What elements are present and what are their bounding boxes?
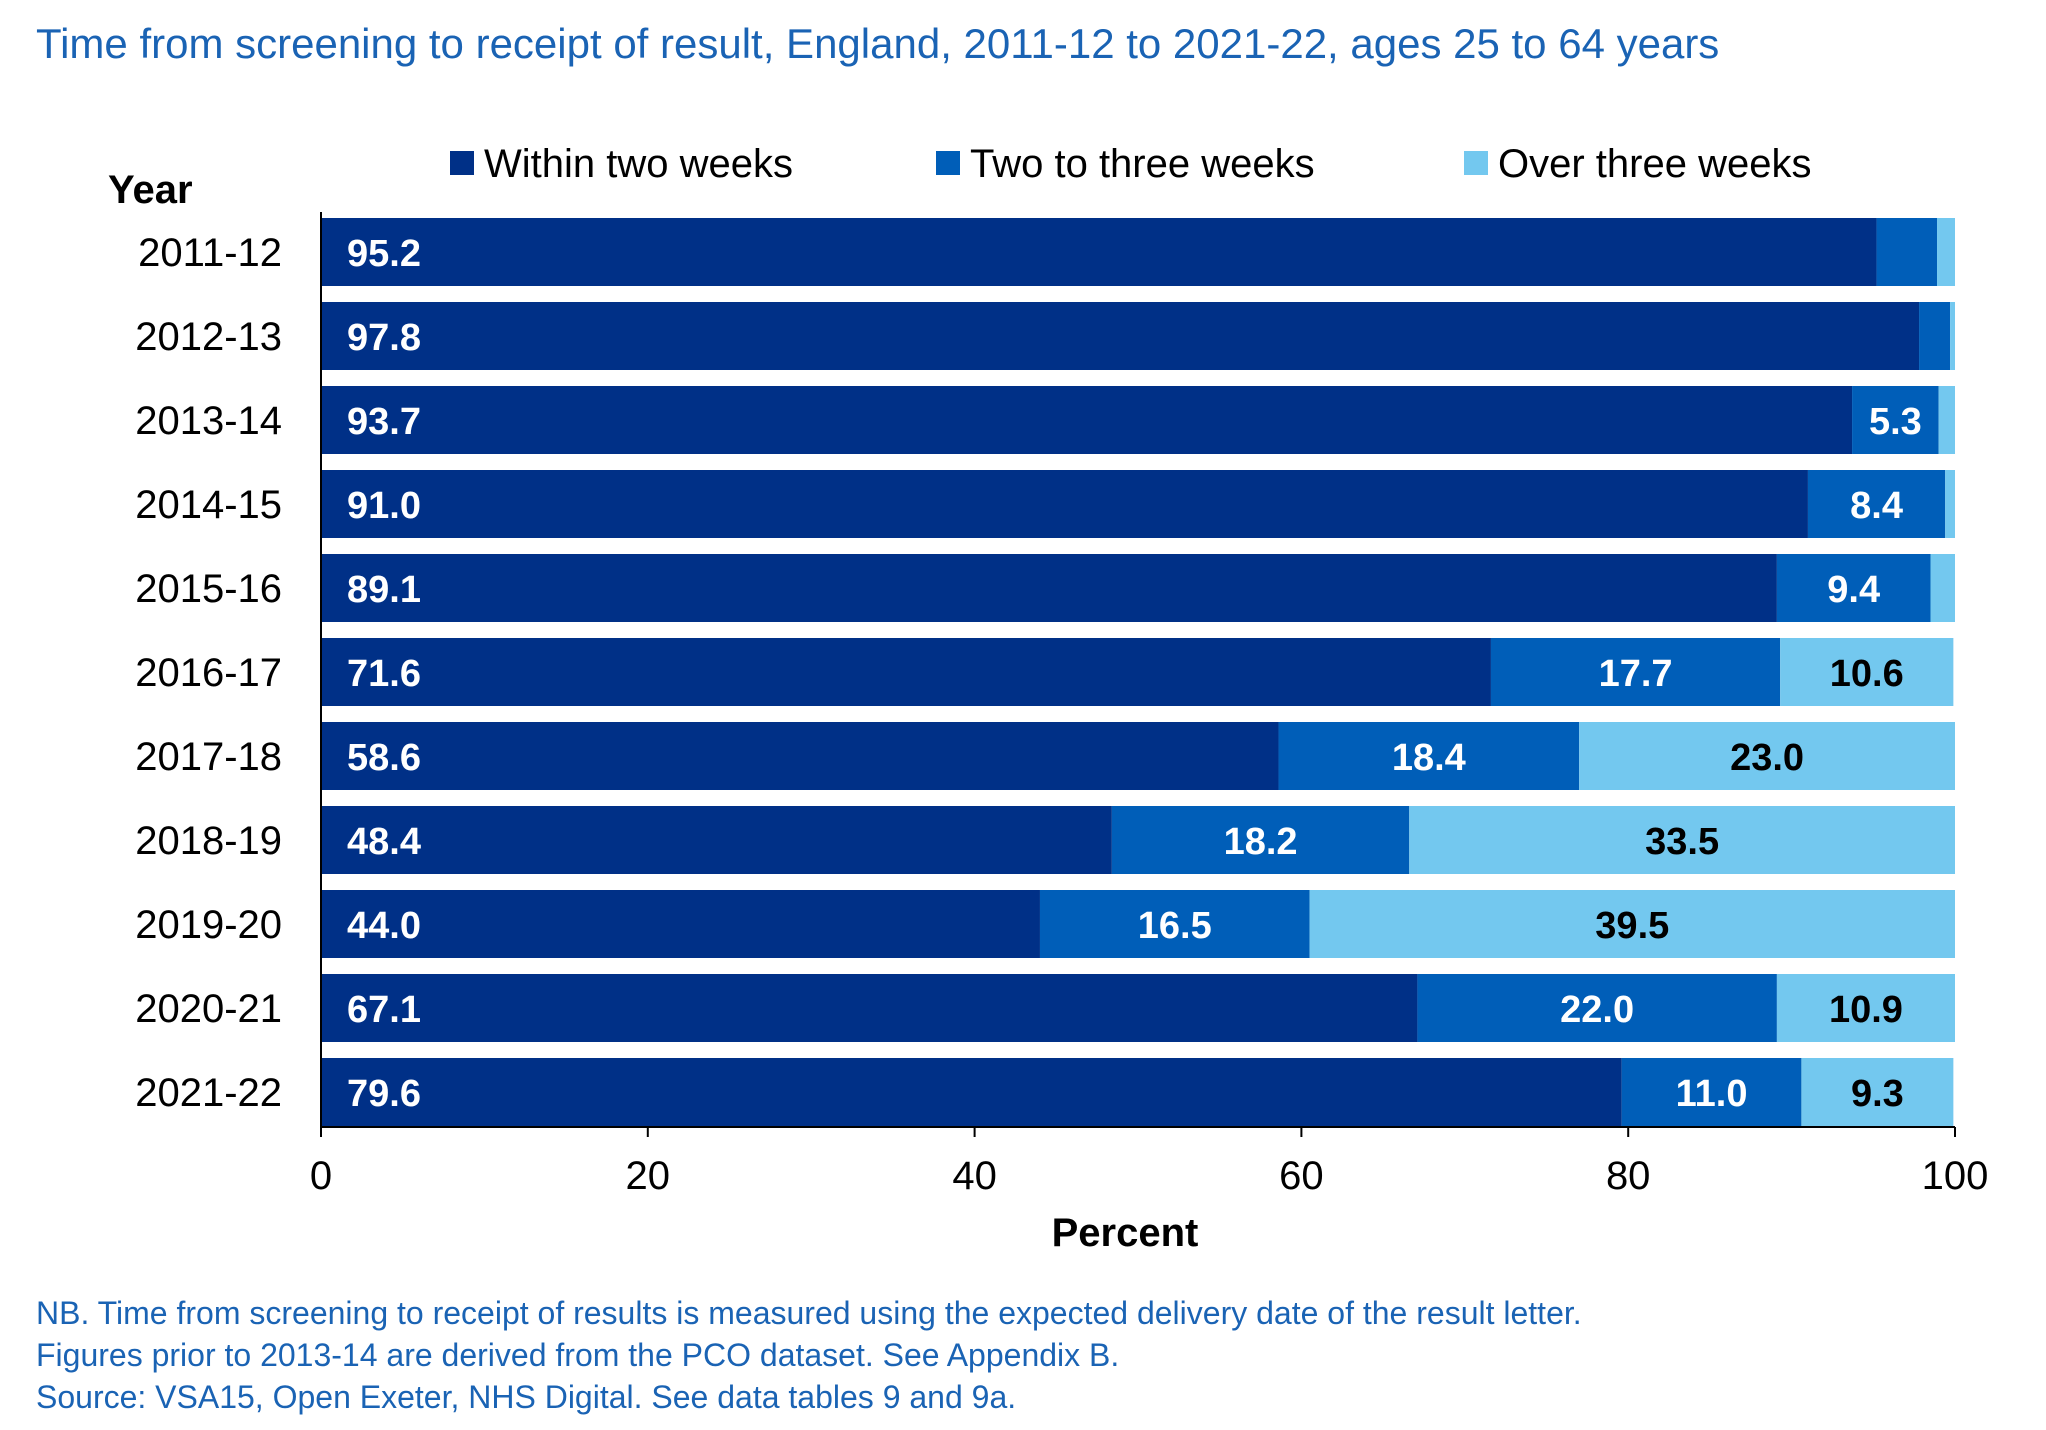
x-axis: 0 20 40 60 80 100 [310,212,1989,1198]
bar-segment [1780,638,1954,706]
bar-segment [1876,218,1938,286]
bar-segment [321,806,1112,874]
bar-segment [1621,1058,1802,1126]
bar-segment [1919,302,1951,370]
data-label: 16.5 [1138,905,1212,947]
data-label: 9.3 [1851,1073,1904,1115]
data-label: 23.0 [1730,737,1804,779]
data-label: 18.2 [1224,821,1298,863]
category-label: 2015-16 [135,567,282,611]
bar-segment [321,302,1920,370]
data-label: 10.6 [1830,653,1904,695]
data-label: 11.0 [1676,1073,1748,1115]
legend-swatch [450,151,474,175]
legend-label: Two to three weeks [970,142,1315,186]
category-label: 2014-15 [135,483,282,527]
bar-segment [1039,890,1310,958]
category-label: 2012-13 [135,315,282,359]
x-tick-label: 0 [310,1154,332,1198]
bar-segment [1776,554,1931,622]
legend-item: Within two weeks [450,142,793,186]
data-label: 48.4 [347,821,421,863]
data-label: 58.6 [347,737,421,779]
x-axis-title: Percent [1052,1211,1199,1255]
bar-segment [1417,974,1777,1042]
category-label: 2021-22 [135,1071,282,1115]
category-label: 2018-19 [135,819,282,863]
bar-segment [321,890,1040,958]
bar-segment [321,722,1279,790]
note-line: Source: VSA15, Open Exeter, NHS Digital.… [36,1379,1017,1415]
legend-item: Two to three weeks [936,142,1315,186]
legend-swatch [1464,151,1488,175]
legend-label: Within two weeks [484,142,793,186]
category-label: 2011-12 [138,231,282,275]
bar-labels: 95.2 97.8 93.7 5.3 91.0 8.4 89.1 9.4 71.6 17.7 10.… [347,233,1922,1115]
chart-title: Time from screening to receipt of result… [36,20,1720,67]
data-label: 5.3 [1869,401,1922,443]
bar-segment [1930,554,1955,622]
data-label: 97.8 [347,317,421,359]
legend-label: Over three weeks [1498,142,1811,186]
bar-segment [1776,974,1955,1042]
data-label: 9.4 [1827,569,1880,611]
data-label: 71.6 [347,653,421,695]
bar-segment [1945,470,1955,538]
bar-segment [1801,1058,1954,1126]
bar-segment [1309,890,1955,958]
bar-segment [1938,386,1955,454]
data-label: 18.4 [1392,737,1466,779]
category-label: 2016-17 [135,651,282,695]
data-label: 22.0 [1560,989,1634,1031]
data-label: 91.0 [347,485,421,527]
data-label: 67.1 [347,989,421,1031]
category-label: 2013-14 [135,399,282,443]
data-label: 79.6 [347,1073,421,1115]
data-label: 10.9 [1829,989,1903,1031]
category-labels: 2011-12 2012-13 2013-14 2014-15 2015-16 2016-… [135,231,282,1115]
data-label: 95.2 [347,233,421,275]
bar-segment [1950,302,1955,370]
bar-segment [1579,722,1955,790]
bar-segment [321,470,1808,538]
bar-segment [1111,806,1410,874]
bar-segment [1852,386,1939,454]
x-tick-label: 100 [1922,1154,1989,1198]
legend-swatch [936,151,960,175]
category-axis-title: Year [108,168,193,212]
category-label: 2017-18 [135,735,282,779]
data-label: 17.7 [1599,653,1673,695]
x-tick-label: 20 [626,1154,671,1198]
bar-segment [321,218,1877,286]
bar-segment [1278,722,1580,790]
bar-segment [321,638,1491,706]
bar-segment [1409,806,1955,874]
bar-segment [1807,470,1946,538]
bar-segment [1490,638,1781,706]
data-label: 33.5 [1645,821,1719,863]
x-tick-label: 60 [1279,1154,1324,1198]
data-label: 8.4 [1850,485,1903,527]
category-label: 2019-20 [135,903,282,947]
legend-item: Over three weeks [1464,142,1811,186]
bar-segment [321,974,1418,1042]
data-label: 44.0 [347,905,421,947]
chart-notes: NB. Time from screening to receipt of re… [36,1292,1582,1418]
data-label: 89.1 [347,569,421,611]
bar-segment [1937,218,1955,286]
bars [321,218,1955,1126]
x-tick-label: 40 [952,1154,997,1198]
note-line: NB. Time from screening to receipt of re… [36,1295,1582,1331]
bar-segment [321,554,1777,622]
note-line: Figures prior to 2013-14 are derived fro… [36,1337,1120,1373]
data-label: 93.7 [347,401,421,443]
bar-segment [321,1058,1622,1126]
data-label: 39.5 [1595,905,1669,947]
category-label: 2020-21 [135,987,282,1031]
legend: Within two weeks Two to three weeks Over t… [450,142,1811,186]
bar-segment [321,386,1853,454]
x-tick-label: 80 [1606,1154,1651,1198]
